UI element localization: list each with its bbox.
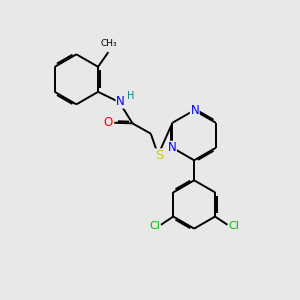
Text: N: N xyxy=(116,95,125,108)
Text: Cl: Cl xyxy=(229,221,239,231)
Text: O: O xyxy=(103,116,112,129)
Text: N: N xyxy=(190,104,199,117)
Text: N: N xyxy=(167,141,176,154)
Text: H: H xyxy=(127,91,134,101)
Text: Cl: Cl xyxy=(149,221,160,231)
Text: CH₃: CH₃ xyxy=(100,39,117,48)
Text: S: S xyxy=(155,149,163,162)
